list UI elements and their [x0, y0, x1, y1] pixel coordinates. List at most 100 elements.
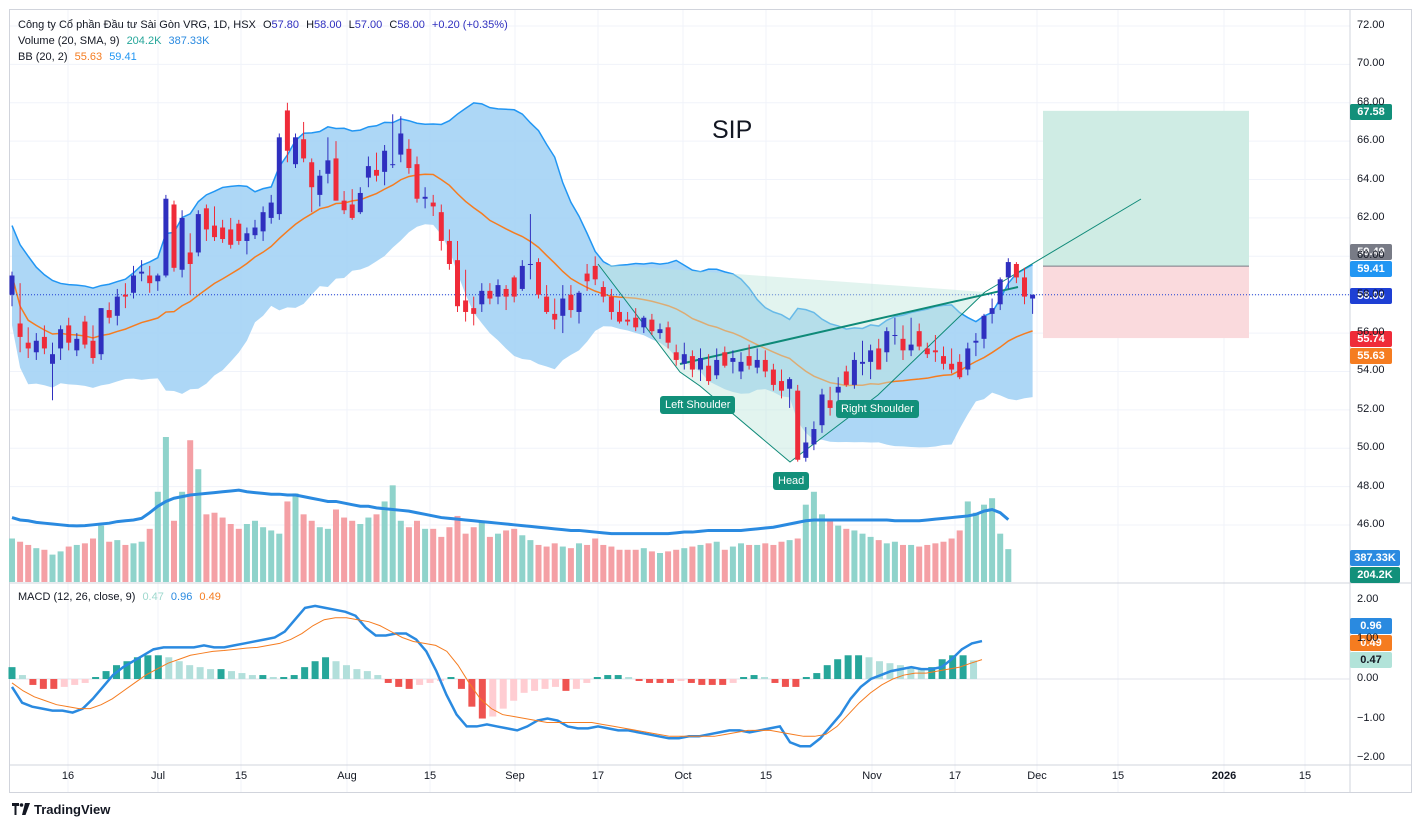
candle-body — [309, 162, 315, 188]
candle-body — [195, 214, 201, 253]
price-axis-label: 48.00 — [1357, 479, 1385, 492]
candle-body — [779, 381, 784, 391]
volume-bar — [584, 544, 591, 582]
volume-bar — [551, 543, 558, 582]
candle-body — [746, 356, 752, 366]
bb-legend: BB (20, 2) 55.63 59.41 — [18, 49, 141, 65]
candle-body — [722, 352, 728, 366]
macd-label: MACD (12, 26, close, 9) — [18, 591, 136, 603]
volume-bar — [49, 554, 56, 582]
candle-body — [357, 192, 363, 213]
candle-body — [171, 204, 177, 268]
open-label: O — [262, 19, 272, 31]
volume-bar — [203, 514, 210, 582]
macd-histogram-bar — [144, 655, 152, 679]
candle-body — [463, 300, 469, 312]
candle-body — [698, 358, 703, 370]
price-axis-label: 52.00 — [1357, 402, 1385, 415]
volume-bar — [681, 548, 688, 582]
volume-bar — [608, 546, 615, 582]
macd-histogram-bar — [269, 677, 277, 679]
candle-body — [811, 429, 817, 445]
candle-body — [665, 327, 671, 343]
volume-bar — [648, 551, 655, 582]
volume-bar — [989, 498, 996, 582]
change-value: +0.20 (+0.35%) — [431, 19, 508, 31]
volume-bar — [25, 544, 32, 582]
candle-body — [50, 354, 55, 364]
candle-body — [649, 319, 655, 332]
candle-body — [25, 342, 31, 349]
candle-body — [455, 260, 460, 307]
candle-body — [284, 110, 290, 151]
volume-bar — [600, 544, 607, 582]
macd-histogram-bar — [154, 655, 162, 679]
candle-body — [552, 313, 558, 320]
volume-bar — [738, 543, 744, 582]
macd-histogram-bar — [322, 657, 330, 679]
volume-bar — [422, 528, 429, 582]
macd-histogram-bar — [39, 679, 47, 689]
macd-histogram-bar — [311, 661, 319, 679]
tradingview-brand[interactable]: TradingView — [12, 802, 110, 817]
volume-bar — [154, 491, 161, 582]
candle-body — [843, 371, 849, 385]
symbol-name: Công ty Cổ phần Đầu tư Sài Gòn VRG, 1D, … — [18, 19, 256, 31]
bb-label: BB (20, 2) — [18, 51, 68, 63]
candle-body — [471, 308, 477, 314]
high-value: 58.00 — [314, 19, 342, 31]
volume-bar — [65, 546, 72, 582]
volume-bar — [227, 524, 234, 582]
volume-bar — [405, 527, 412, 582]
volume-bar — [762, 543, 769, 582]
price-axis-label: 66.00 — [1357, 134, 1385, 147]
volume-bar — [486, 536, 493, 582]
candle-body — [673, 352, 679, 360]
volume-bar — [527, 540, 534, 582]
macd-histogram-bar — [478, 679, 486, 719]
volume-bar — [276, 533, 283, 582]
candle-body — [1005, 262, 1011, 278]
open-value: 57.80 — [271, 19, 300, 31]
candle-body — [122, 294, 128, 297]
macd-signal-value: 0.49 — [199, 591, 221, 603]
volume-bar — [130, 543, 137, 582]
candle-body — [957, 361, 963, 378]
candle-body — [900, 338, 906, 351]
macd-histogram-bar — [823, 665, 831, 679]
volume-bar — [713, 541, 720, 582]
volume-bar — [616, 549, 623, 582]
macd-histogram-bar — [165, 657, 173, 679]
volume-bar — [333, 509, 339, 582]
candle-body — [17, 323, 23, 337]
candle-body — [325, 160, 331, 174]
volume-bar — [260, 527, 267, 582]
volume-bar — [349, 520, 356, 582]
candle-body — [438, 212, 444, 241]
volume-bar — [592, 538, 599, 582]
candle-body — [155, 275, 161, 282]
time-axis-label: 15 — [759, 770, 773, 782]
macd-histogram-bar — [510, 679, 518, 701]
volume-bar — [292, 493, 299, 582]
candle-body — [374, 169, 379, 176]
macd-histogram-bar — [541, 679, 549, 689]
macd-histogram-bar — [917, 669, 925, 679]
brand-name: TradingView — [34, 802, 111, 817]
candle-body — [762, 359, 768, 372]
macd-axis-label: −1.00 — [1357, 711, 1385, 724]
volume-bar — [195, 469, 202, 582]
candle-body — [422, 196, 428, 199]
candle-body — [301, 139, 307, 159]
macd-hist-value: 0.47 — [142, 591, 164, 603]
volume-bar — [1005, 549, 1012, 582]
candle-body — [82, 321, 88, 345]
volume-bar — [341, 517, 348, 582]
macd-histogram-bar — [416, 679, 424, 685]
price-axis-label: 64.00 — [1357, 172, 1385, 185]
candle-body — [981, 315, 987, 339]
target-zone — [1043, 110, 1249, 267]
volume-bar — [17, 541, 24, 582]
candle-body — [941, 356, 946, 364]
